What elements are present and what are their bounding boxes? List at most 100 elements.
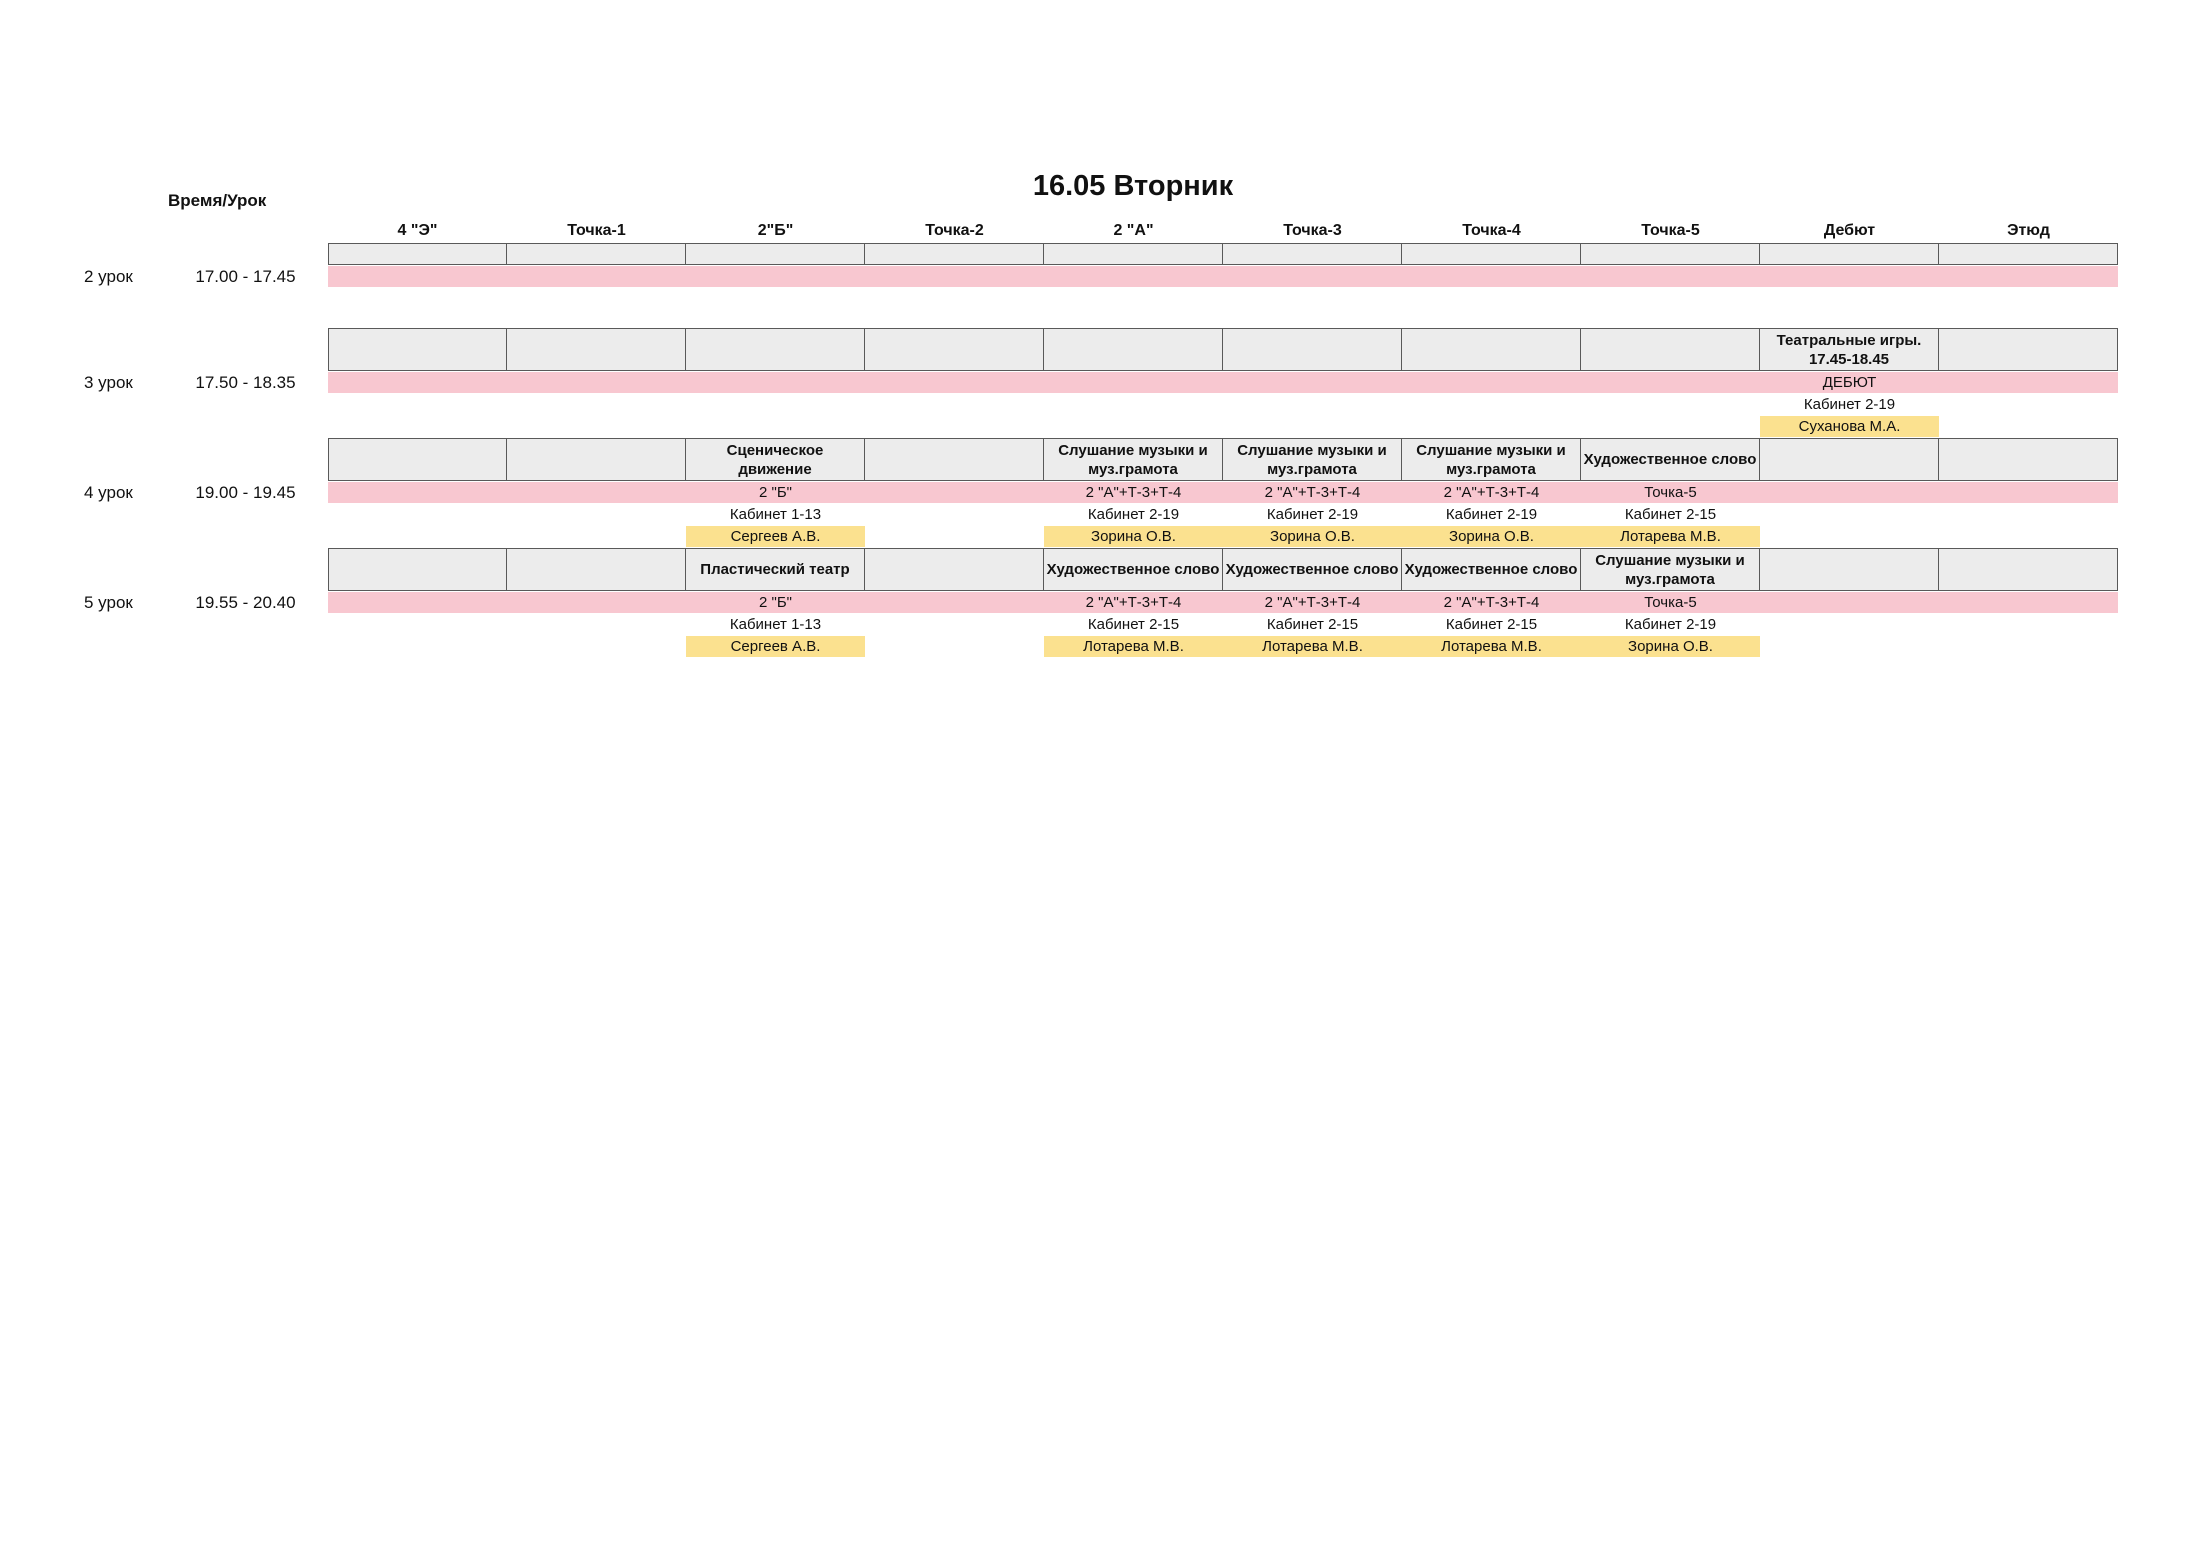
room-cell	[328, 614, 507, 635]
subject-cell	[1581, 243, 1760, 265]
room-cell	[1044, 394, 1223, 415]
teacher-row: Сергеев А.В. Зорина О.В. Зорина О.В. Зорина…	[328, 526, 2118, 547]
room-cell	[865, 504, 1044, 525]
teacher-cell	[507, 526, 686, 547]
subject-cell	[1760, 548, 1939, 591]
column-header: 2"Б"	[757, 222, 794, 239]
room-cell	[328, 394, 507, 415]
group-cell	[1939, 266, 2118, 287]
group-cell	[507, 372, 686, 393]
teacher-cell: Суханова М.А.	[1760, 416, 1939, 437]
column-header: Точка-5	[1641, 222, 1700, 239]
group-cell: 2 "А"+Т-3+Т-4	[1085, 484, 1182, 501]
teacher-cell	[1044, 416, 1223, 437]
group-cell	[686, 372, 865, 393]
subject-cell	[1760, 438, 1939, 481]
teacher-cell	[1223, 416, 1402, 437]
lesson-time-label: 19.00 - 19.45	[195, 483, 296, 502]
room-cell: Кабинет 2-19	[1803, 396, 1896, 413]
group-cell: 2 "А"+Т-3+Т-4	[1085, 594, 1182, 611]
subject-cell	[1939, 328, 2118, 371]
subject-cell	[1402, 328, 1581, 371]
teacher-cell	[328, 526, 507, 547]
group-cell	[1044, 372, 1223, 393]
room-cell	[328, 504, 507, 525]
teacher-cell: Сергеев А.В.	[686, 526, 865, 547]
subject-cell: Слушание музыки и муз.грамота	[1223, 438, 1402, 481]
column-header: 2 "А"	[1113, 222, 1154, 239]
column-header: Точка-3	[1283, 222, 1342, 239]
teacher-cell	[686, 416, 865, 437]
group-cell	[328, 592, 507, 613]
group-cell	[507, 266, 686, 287]
subject-cell	[686, 243, 865, 265]
subject-cell	[1223, 328, 1402, 371]
subject-cell	[328, 548, 507, 591]
group-cell	[507, 592, 686, 613]
group-row	[328, 266, 2118, 287]
room-cell	[1760, 614, 1939, 635]
group-cell	[865, 266, 1044, 287]
teacher-cell	[328, 636, 507, 657]
room-cell	[507, 504, 686, 525]
teacher-cell: Лотарева М.В.	[1223, 636, 1402, 657]
subject-cell: Художественное слово	[1581, 438, 1760, 481]
room-row: Кабинет 1-13 Кабинет 2-19 Кабинет 2-19 Каби…	[328, 504, 2118, 525]
group-cell	[328, 372, 507, 393]
lesson-time-label: 19.55 - 20.40	[195, 593, 296, 612]
page-title: 16.05 Вторник	[1032, 170, 1234, 202]
teacher-cell	[1939, 636, 2118, 657]
subject-row: Сценическое движение Слушание музыки и му…	[328, 438, 2118, 481]
subject-cell	[1760, 243, 1939, 265]
subject-cell: Сценическое движение	[686, 438, 865, 481]
group-cell	[1581, 372, 1760, 393]
lesson-block	[328, 243, 2118, 287]
subject-cell	[1939, 548, 2118, 591]
subject-cell: Слушание музыки и муз.грамота	[1581, 548, 1760, 591]
subject-cell	[686, 328, 865, 371]
room-cell	[1402, 394, 1581, 415]
subject-cell	[328, 328, 507, 371]
lesson-time-label: 17.50 - 18.35	[195, 373, 296, 392]
column-header-row: 4 "Э" Точка-1 2"Б" Точка-2 2 "А" Точка-3 Точка…	[328, 220, 2118, 242]
subject-row: Театральные игры. 17.45-18.45	[328, 328, 2118, 371]
room-cell	[1939, 614, 2118, 635]
teacher-cell	[1581, 416, 1760, 437]
group-cell: Точка-5	[1644, 594, 1697, 611]
subject-cell	[1402, 243, 1581, 265]
group-cell	[1402, 266, 1581, 287]
group-cell: 2 "А"+Т-3+Т-4	[1264, 484, 1361, 501]
subject-cell	[1044, 243, 1223, 265]
teacher-cell	[1402, 416, 1581, 437]
subject-cell	[328, 243, 507, 265]
subject-cell	[1581, 328, 1760, 371]
subject-row: Пластический театр Художественное слово Ху…	[328, 548, 2118, 591]
teacher-cell	[865, 636, 1044, 657]
teacher-cell: Сергеев А.В.	[686, 636, 865, 657]
subject-cell	[507, 548, 686, 591]
lesson-number-label: 5 урок	[84, 593, 133, 612]
subject-cell	[865, 548, 1044, 591]
group-cell	[686, 266, 865, 287]
lesson-block: Театральные игры. 17.45-18.45 ДЕБЮТ Кабине…	[328, 328, 2118, 437]
subject-cell: Слушание музыки и муз.грамота	[1044, 438, 1223, 481]
room-cell: Кабинет 2-19	[1087, 506, 1180, 523]
subject-cell	[865, 328, 1044, 371]
room-cell	[507, 394, 686, 415]
room-cell	[1581, 394, 1760, 415]
group-cell	[328, 482, 507, 503]
group-row: 2 "Б" 2 "А"+Т-3+Т-4 2 "А"+Т-3+Т-4 2 "А"+Т-3…	[328, 592, 2118, 613]
group-cell	[1223, 372, 1402, 393]
column-header: Этюд	[2007, 222, 2050, 239]
group-cell	[1939, 372, 2118, 393]
group-cell: 2 "Б"	[758, 484, 792, 501]
subject-cell	[865, 438, 1044, 481]
time-lesson-corner-label: Время/Урок	[168, 191, 267, 210]
group-cell: 2 "А"+Т-3+Т-4	[1443, 484, 1540, 501]
group-row: 2 "Б" 2 "А"+Т-3+Т-4 2 "А"+Т-3+Т-4 2 "А"+Т-3…	[328, 482, 2118, 503]
subject-cell: Слушание музыки и муз.грамота	[1402, 438, 1581, 481]
subject-cell: Художественное слово	[1402, 548, 1581, 591]
teacher-row: Сергеев А.В. Лотарева М.В. Лотарева М.В. Ло…	[328, 636, 2118, 657]
teacher-cell	[507, 636, 686, 657]
